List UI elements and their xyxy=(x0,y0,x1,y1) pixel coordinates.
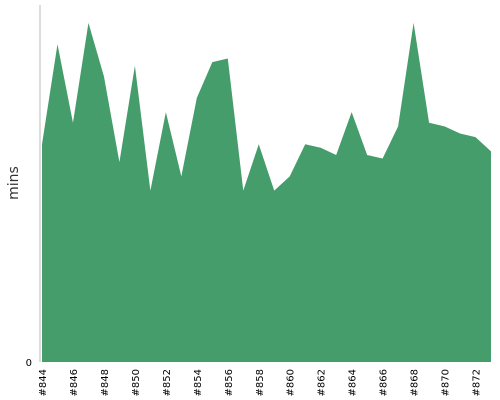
x-tick-label-872: #872 xyxy=(472,369,483,396)
x-tick-label-862: #862 xyxy=(317,369,328,396)
data-point-863[interactable] xyxy=(333,152,339,158)
series-area xyxy=(42,22,491,362)
data-point-850[interactable] xyxy=(132,63,138,69)
x-tick-label-850: #850 xyxy=(131,369,142,396)
data-point-853[interactable] xyxy=(178,173,184,179)
x-tick-label-848: #848 xyxy=(100,369,111,396)
x-tick-label-854: #854 xyxy=(193,369,204,396)
data-point-865[interactable] xyxy=(364,152,370,158)
data-point-845[interactable] xyxy=(54,41,60,47)
data-point-858[interactable] xyxy=(256,141,262,147)
data-point-847[interactable] xyxy=(85,20,91,26)
x-tick-label-858: #858 xyxy=(255,369,266,396)
data-point-867[interactable] xyxy=(395,123,401,129)
x-tick-label-860: #860 xyxy=(286,369,297,396)
data-point-849[interactable] xyxy=(116,159,122,165)
x-tick-label-866: #866 xyxy=(379,369,390,396)
plot-area xyxy=(42,20,494,362)
x-tick-label-852: #852 xyxy=(162,369,173,396)
data-point-873[interactable] xyxy=(488,148,494,154)
data-point-851[interactable] xyxy=(147,188,153,194)
data-point-857[interactable] xyxy=(240,188,246,194)
y-tick-label: 0 xyxy=(26,358,32,369)
data-point-854[interactable] xyxy=(194,95,200,101)
data-point-871[interactable] xyxy=(457,131,463,137)
data-point-868[interactable] xyxy=(411,20,417,26)
x-tick-label-844: #844 xyxy=(38,369,49,396)
data-point-861[interactable] xyxy=(302,141,308,147)
x-tick-label-856: #856 xyxy=(224,369,235,396)
x-tick-label-846: #846 xyxy=(69,369,80,396)
y-axis-title: mins xyxy=(6,166,22,200)
y-axis: 0 xyxy=(26,5,41,369)
data-point-846[interactable] xyxy=(70,120,76,126)
data-point-852[interactable] xyxy=(163,109,169,115)
data-point-860[interactable] xyxy=(287,173,293,179)
data-point-872[interactable] xyxy=(473,134,479,140)
data-point-848[interactable] xyxy=(101,73,107,79)
data-point-864[interactable] xyxy=(349,109,355,115)
data-point-855[interactable] xyxy=(209,59,215,65)
x-tick-label-864: #864 xyxy=(348,369,359,396)
data-point-862[interactable] xyxy=(318,145,324,151)
x-tick-label-870: #870 xyxy=(441,369,452,396)
x-tick-label-868: #868 xyxy=(410,369,421,396)
data-point-869[interactable] xyxy=(426,120,432,126)
data-point-870[interactable] xyxy=(442,123,448,129)
x-axis: #844 #846 #848 #850 #852 #854 #856 #858 #860 #862… xyxy=(38,369,483,396)
data-point-856[interactable] xyxy=(225,56,231,62)
data-point-866[interactable] xyxy=(380,156,386,162)
data-point-859[interactable] xyxy=(271,188,277,194)
